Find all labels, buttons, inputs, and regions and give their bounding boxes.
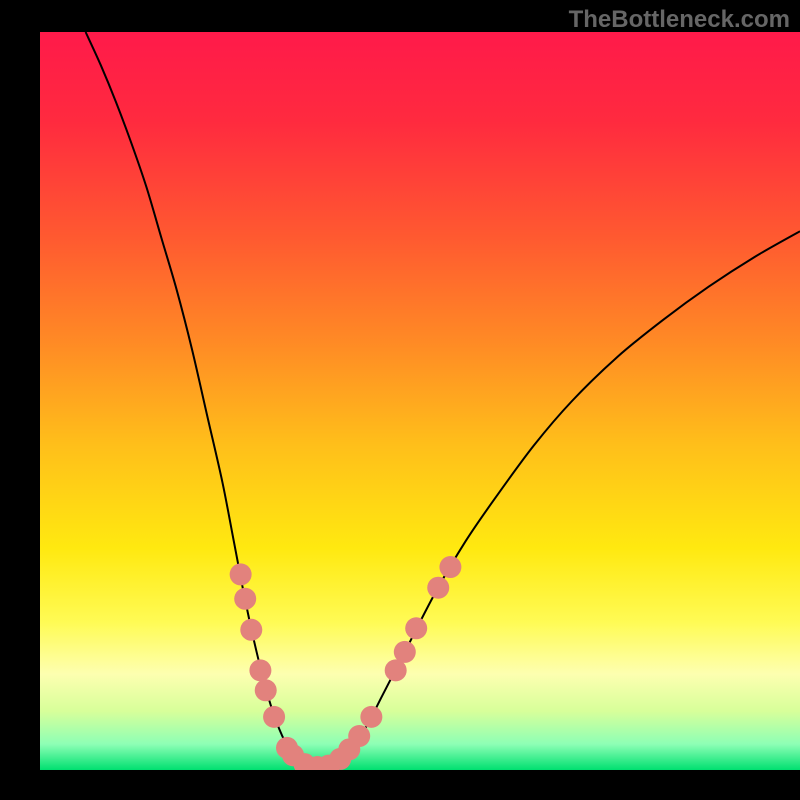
data-marker [263, 706, 285, 728]
data-marker [427, 577, 449, 599]
data-marker [240, 619, 262, 641]
data-marker [360, 706, 382, 728]
data-marker [234, 588, 256, 610]
chart-container: TheBottleneck.com [0, 0, 800, 800]
data-marker [439, 556, 461, 578]
data-marker [230, 563, 252, 585]
data-marker [405, 617, 427, 639]
data-marker [394, 641, 416, 663]
data-marker [249, 659, 271, 681]
plot-area [40, 32, 800, 770]
chart-svg [0, 0, 800, 800]
data-marker [348, 725, 370, 747]
data-marker [255, 679, 277, 701]
watermark-label: TheBottleneck.com [569, 6, 790, 34]
